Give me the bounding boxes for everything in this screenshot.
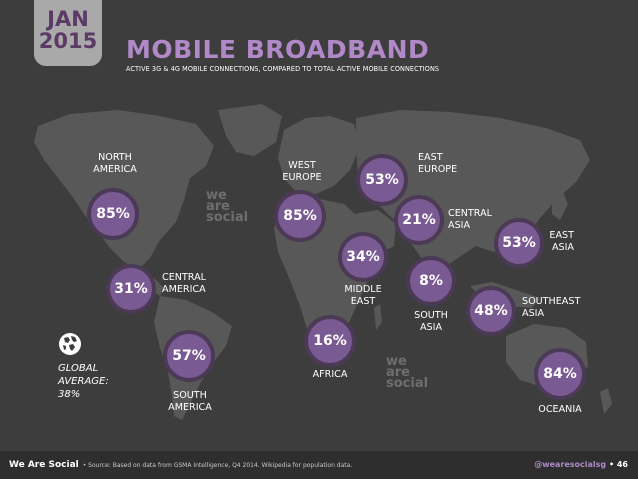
bubble-south-america: 57% (163, 330, 215, 382)
map-madagascar (374, 304, 382, 330)
bubble-africa: 16% (304, 315, 356, 367)
region-name-line: AMERICA (168, 402, 212, 413)
watermark-top: we are social (206, 188, 249, 225)
bubble-central-asia: 21% (394, 195, 444, 245)
bubble-middle-east: 34% (338, 232, 388, 282)
region-label-oceania: OCEANIA (538, 404, 582, 415)
region-label-north-america: NORTH AMERICA (90, 152, 140, 176)
region-name-line: EUROPE (418, 164, 458, 175)
region-label-central-asia: CENTRAL ASIA (448, 208, 492, 232)
globe-icon (59, 333, 81, 355)
region-name-line: EAST (549, 230, 574, 241)
map-japan (552, 190, 568, 220)
region-name-line: SOUTHEAST (522, 296, 581, 307)
region-name-line: EAST (418, 152, 443, 163)
global-average: GLOBAL AVERAGE: 38% (58, 362, 109, 401)
footer-source: We Are Social • Source: Based on data fro… (9, 460, 352, 470)
bubble-east-europe: 53% (356, 154, 408, 206)
global-average-value: 38% (58, 389, 81, 400)
region-label-east-europe: EAST EUROPE (418, 152, 457, 176)
region-label-east-asia: EAST ASIA (544, 230, 574, 254)
date-month: JAN (47, 7, 89, 31)
date-year: 2015 (38, 29, 98, 53)
date-badge: JAN 2015 (34, 0, 102, 66)
region-name-line: ASIA (522, 308, 545, 319)
slide-subtitle: ACTIVE 3G & 4G MOBILE CONNECTIONS, COMPA… (126, 64, 440, 73)
map-europe (278, 116, 360, 194)
bubble-oceania: 84% (534, 348, 586, 400)
global-average-line: AVERAGE: (58, 376, 109, 387)
region-name-line: AMERICA (93, 164, 137, 175)
bubble-south-asia: 8% (406, 256, 456, 306)
region-label-africa: AFRICA (312, 369, 348, 380)
region-name-line: CENTRAL (448, 208, 492, 219)
footer-handle-group: @wearesocialsg • 46 (534, 460, 628, 469)
region-name-line: EAST (350, 296, 376, 307)
region-label-west-europe: WEST EUROPE (272, 160, 332, 184)
region-label-south-asia: SOUTH ASIA (402, 310, 460, 334)
watermark-bottom: we are social (386, 354, 429, 391)
footer-handle[interactable]: @wearesocialsg (534, 460, 607, 469)
watermark-line: are (386, 365, 411, 380)
bubble-central-america: 31% (106, 264, 156, 314)
region-label-central-america: CENTRAL AMERICA (162, 272, 206, 296)
watermark-line: we (386, 354, 407, 369)
bubble-north-america: 85% (87, 188, 139, 240)
map-greenland (218, 104, 282, 156)
watermark-line: social (206, 210, 249, 225)
page-number: • 46 (608, 460, 628, 469)
region-name-line: CENTRAL (162, 272, 206, 283)
slide-title: MOBILE BROADBAND (126, 35, 430, 64)
region-name-line: EUROPE (282, 172, 322, 183)
watermark-line: we (206, 188, 227, 203)
footer-source-text: • Source: Based on data from GSMA Intell… (82, 462, 353, 469)
region-name-line: WEST (288, 160, 316, 171)
region-name-line: MIDDLE (344, 284, 382, 295)
region-label-southeast-asia: SOUTHEAST ASIA (522, 296, 580, 320)
bubble-southeast-asia: 48% (466, 286, 516, 336)
region-name-line: SOUTH (414, 310, 448, 321)
map-new-zealand (600, 388, 612, 414)
region-name-line: AMERICA (162, 284, 206, 295)
map-north-america (34, 110, 214, 268)
region-name-line: SOUTH (173, 390, 207, 401)
bubble-west-europe: 85% (274, 190, 326, 242)
watermark-line: social (386, 376, 429, 391)
region-label-middle-east: MIDDLE EAST (334, 284, 392, 308)
region-name-line: ASIA (448, 220, 471, 231)
footer-brand: We Are Social (9, 460, 79, 470)
footer: We Are Social • Source: Based on data fro… (0, 451, 638, 479)
global-average-line: GLOBAL (58, 363, 99, 374)
region-label-south-america: SOUTH AMERICA (160, 390, 220, 414)
region-name-line: ASIA (551, 242, 574, 253)
watermark-line: are (206, 199, 231, 214)
bubble-east-asia: 53% (494, 218, 544, 268)
region-name-line: NORTH (98, 152, 132, 163)
region-name-line: ASIA (419, 322, 443, 333)
